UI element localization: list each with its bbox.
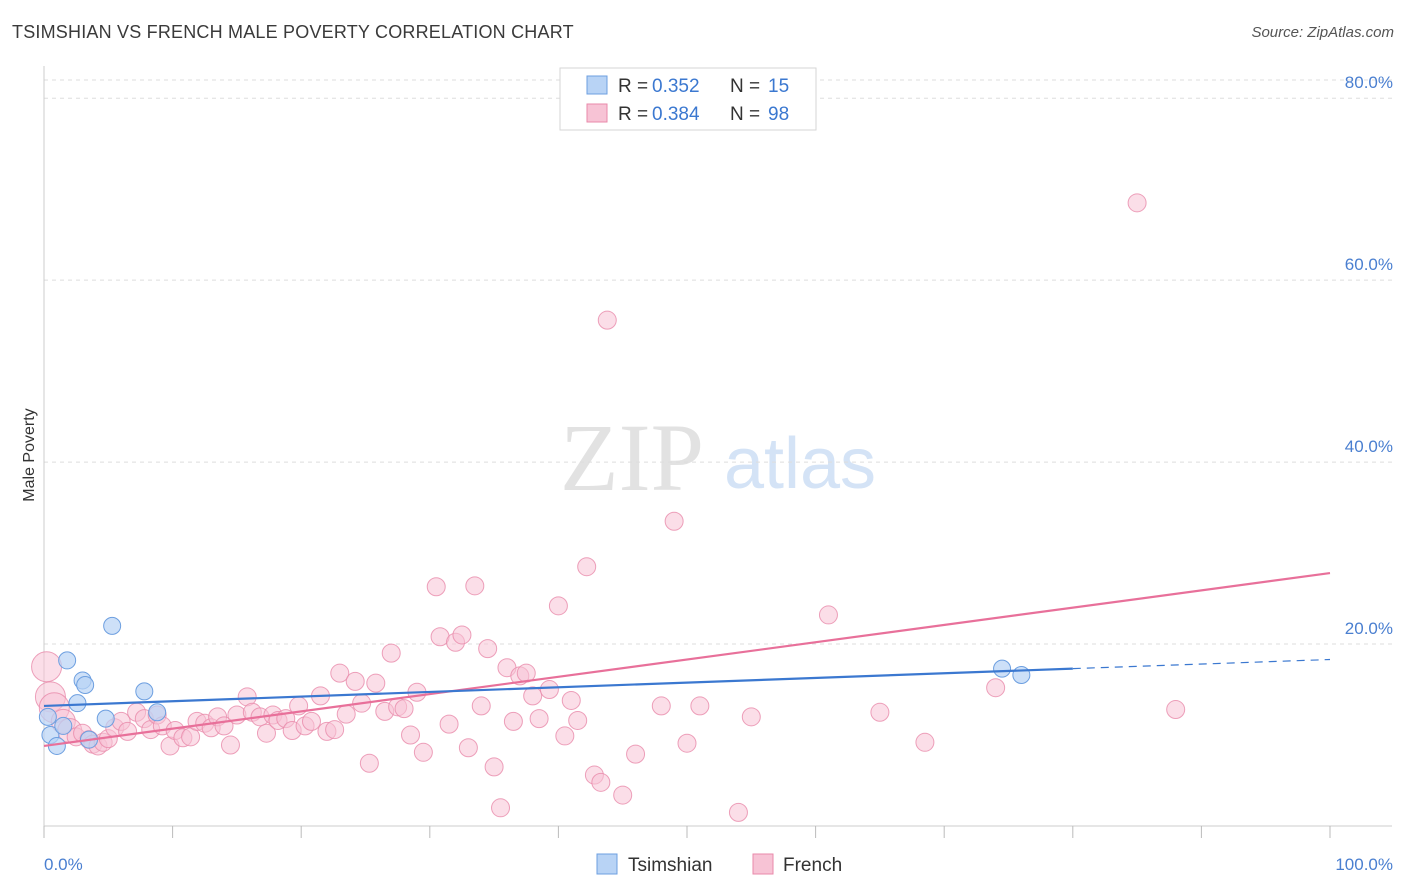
tsimshian-point-7	[76, 675, 95, 694]
tsimshian-point-4	[58, 651, 77, 670]
french-point-97	[1166, 700, 1186, 720]
chart-title: TSIMSHIAN VS FRENCH MALE POVERTY CORRELA…	[12, 22, 574, 42]
french-point-80	[577, 557, 597, 577]
french-point-50	[366, 673, 386, 693]
y-tick-label-80: 80.0%	[1345, 73, 1393, 92]
french-point-57	[413, 742, 433, 762]
x-tick-label-max: 100.0%	[1335, 855, 1393, 874]
french-point-63	[458, 738, 478, 758]
french-point-49	[359, 753, 379, 773]
legend-n-label-2: N =	[730, 104, 760, 125]
french-point-66	[478, 639, 498, 659]
french-point-82	[591, 772, 611, 792]
french-point-62	[452, 625, 472, 645]
bottom-legend-swatch-tsimshian	[596, 853, 618, 875]
french-point-76	[548, 596, 568, 616]
french-point-14	[118, 721, 138, 741]
french-point-85	[626, 744, 646, 764]
watermark-atlas: atlas	[724, 424, 876, 504]
french-point-46	[336, 704, 356, 724]
french-point-70	[503, 711, 523, 731]
tsimshian-point-5	[68, 694, 87, 713]
source-label: Source: ZipAtlas.com	[1251, 24, 1394, 41]
y-tick-label-60: 60.0%	[1345, 255, 1393, 274]
french-point-74	[529, 709, 549, 729]
french-point-84	[613, 785, 633, 805]
french-point-94	[915, 732, 935, 752]
tsimshian-point-3	[54, 716, 73, 735]
french-point-41	[301, 711, 321, 731]
french-point-92	[818, 605, 838, 625]
tsimshian-point-12	[148, 703, 167, 722]
tsimshian-point-11	[135, 682, 154, 701]
french-point-96	[1127, 193, 1147, 213]
tsimshian-point-13	[993, 659, 1012, 678]
tsimshian-point-10	[103, 616, 122, 635]
french-point-79	[568, 710, 588, 730]
french-point-78	[561, 690, 581, 710]
french-point-58	[426, 577, 446, 597]
french-point-68	[491, 798, 511, 818]
legend-r-label-2: R =	[618, 104, 648, 125]
french-point-47	[345, 671, 365, 691]
y-axis-title: Male Poverty	[21, 408, 38, 501]
french-point-75	[539, 680, 559, 700]
bottom-legend-french: French	[783, 855, 842, 876]
tsimshian-point-0	[38, 707, 57, 726]
legend-n-value-1: 15	[768, 76, 789, 97]
tsimshian-points	[38, 616, 1031, 755]
legend-r-label-1: R =	[618, 76, 648, 97]
x-tick-labels: 0.0% 100.0%	[44, 855, 1393, 874]
french-point-34	[256, 723, 276, 743]
legend-r-value-2: 0.384	[652, 104, 700, 125]
bottom-legend-tsimshian: Tsimshian	[628, 855, 712, 876]
french-point-77	[555, 726, 575, 746]
french-point-86	[651, 696, 671, 716]
watermark-zip: ZIP	[560, 404, 704, 511]
french-point-90	[728, 802, 748, 822]
french-point-89	[690, 696, 710, 716]
french-point-55	[401, 725, 421, 745]
tsimshian-trend-line	[43, 667, 1073, 708]
legend: R = 0.352 N = 15 R = 0.384 N = 98	[559, 67, 817, 131]
french-point-93	[870, 702, 890, 722]
tsimshian-point-14	[1012, 665, 1031, 684]
legend-swatch-french	[586, 103, 608, 123]
legend-n-value-2: 98	[768, 104, 789, 125]
tsimshian-point-9	[96, 709, 115, 728]
trend-lines	[43, 571, 1331, 748]
legend-n-label-1: N =	[730, 76, 760, 97]
y-tick-labels: 20.0% 40.0% 60.0% 80.0%	[1345, 73, 1393, 638]
tsimshian-trend-extension	[1072, 658, 1331, 670]
french-point-45	[330, 663, 350, 683]
french-point-0	[31, 651, 63, 683]
y-tick-label-20: 20.0%	[1345, 619, 1393, 638]
x-tick-label-min: 0.0%	[44, 855, 83, 874]
bottom-legend-swatch-french	[752, 853, 774, 875]
gridlines	[44, 79, 1392, 645]
french-point-67	[484, 757, 504, 777]
french-trend-line	[43, 571, 1331, 748]
french-point-91	[741, 707, 761, 727]
legend-swatch-tsimshian	[586, 75, 608, 95]
french-point-54	[394, 699, 414, 719]
french-point-29	[220, 735, 240, 755]
bottom-legend: Tsimshian French	[596, 853, 842, 876]
french-point-88	[677, 733, 697, 753]
y-tick-label-40: 40.0%	[1345, 437, 1393, 456]
french-point-52	[381, 643, 401, 663]
french-point-83	[597, 310, 617, 330]
axes	[43, 66, 1392, 838]
french-points	[31, 193, 1186, 822]
french-point-95	[986, 678, 1006, 698]
french-point-44	[325, 720, 345, 740]
legend-r-value-1: 0.352	[652, 76, 700, 97]
french-point-73	[523, 686, 543, 706]
french-point-64	[465, 576, 485, 596]
french-point-60	[439, 714, 459, 734]
french-point-87	[664, 511, 684, 531]
french-point-65	[471, 696, 491, 716]
